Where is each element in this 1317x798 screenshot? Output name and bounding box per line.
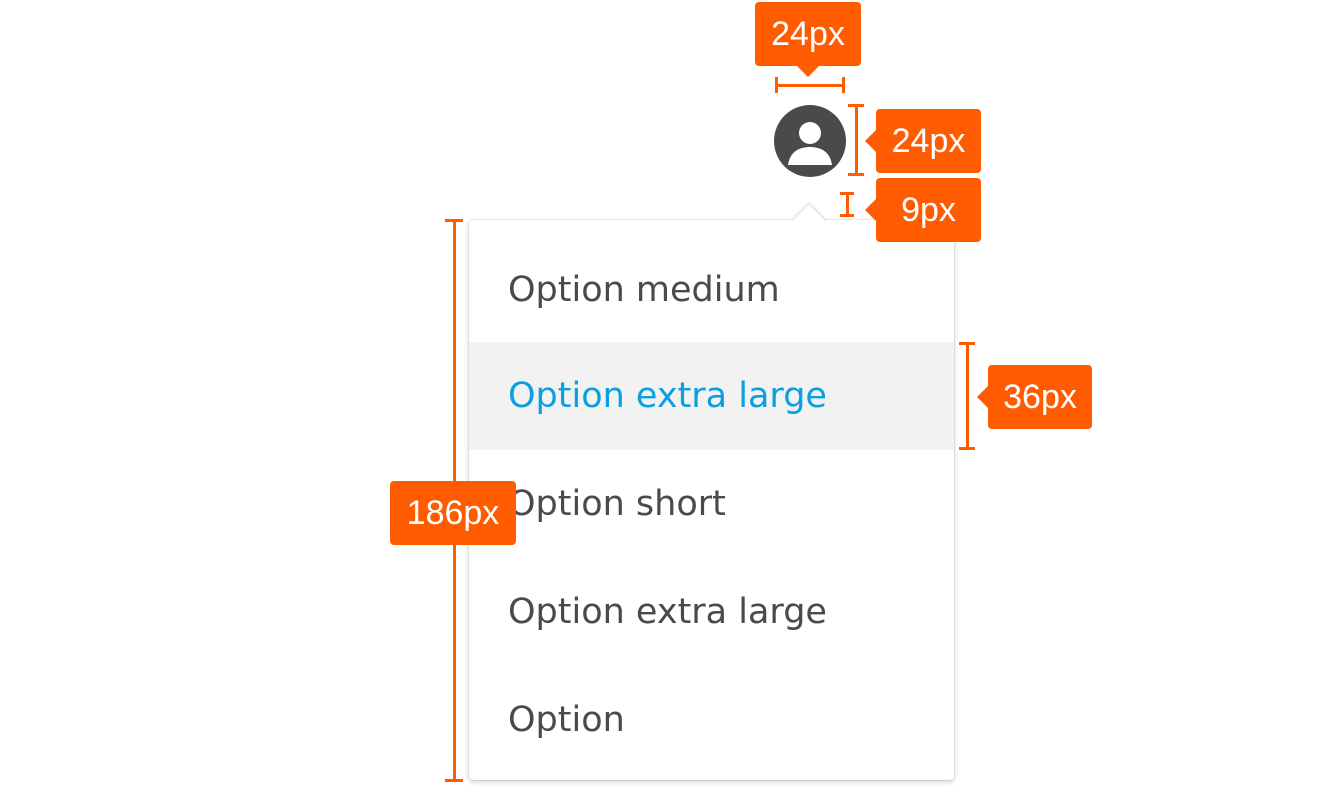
menu-height-cap-top <box>445 219 463 222</box>
menu-height-badge: 186px <box>390 481 516 545</box>
user-icon <box>788 122 832 165</box>
menu-caret <box>790 197 830 221</box>
icon-height-cap-bottom <box>848 173 864 176</box>
icon-height-cap-top <box>848 104 864 107</box>
item-height-line <box>966 342 969 449</box>
menu-item-option[interactable]: Option <box>508 700 625 740</box>
gap-line <box>846 193 849 217</box>
menu-item-option-short[interactable]: Option short <box>508 484 726 524</box>
item-height-cap-top <box>959 342 975 345</box>
menu-item-option-extra-large[interactable]: Option extra large <box>508 592 827 632</box>
gap-cap-top <box>840 192 854 195</box>
menu-height-cap-bottom <box>445 779 463 782</box>
icon-height-line <box>855 105 858 175</box>
gap-cap-bottom <box>840 214 854 217</box>
icon-width-line <box>775 84 845 87</box>
menu-item-option-extra-large-hover[interactable]: Option extra large <box>469 342 954 450</box>
avatar-button[interactable] <box>774 105 846 177</box>
icon-height-badge: 24px <box>865 109 981 173</box>
dropdown-menu: Option medium Option extra large Option … <box>469 220 954 780</box>
icon-width-cap-right <box>842 77 845 93</box>
gap-badge: 9px <box>865 178 981 242</box>
item-height-badge: 36px <box>977 365 1092 429</box>
icon-width-cap-left <box>775 77 778 93</box>
menu-item-option-medium[interactable]: Option medium <box>508 270 780 310</box>
item-height-cap-bottom <box>959 447 975 450</box>
icon-width-badge: 24px <box>755 2 861 77</box>
